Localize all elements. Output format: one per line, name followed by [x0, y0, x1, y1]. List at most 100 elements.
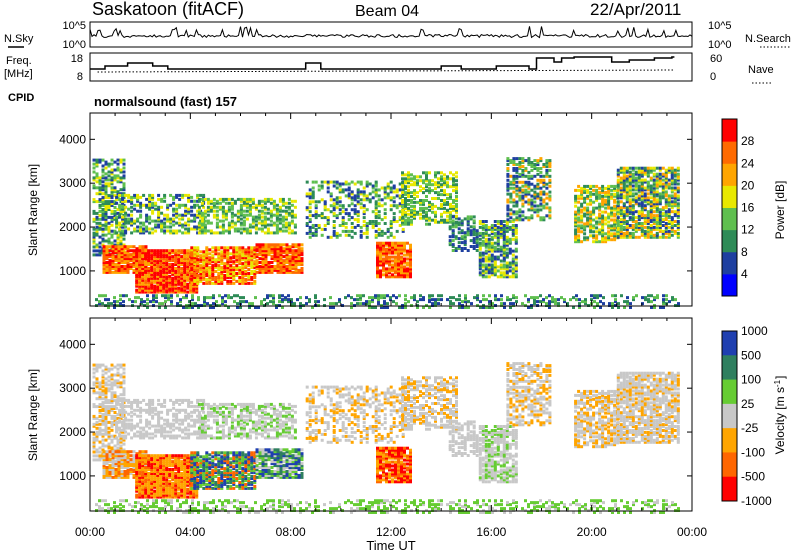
power-cell — [490, 241, 494, 245]
power-cell — [98, 227, 102, 231]
power-cell — [276, 270, 280, 274]
power-cell — [180, 259, 184, 263]
power-cell — [235, 252, 239, 256]
power-cell — [116, 192, 120, 196]
power-cell — [281, 229, 285, 233]
power-cell — [242, 300, 245, 304]
power-cell — [616, 168, 620, 172]
power-cell — [261, 265, 265, 268]
power-cell — [629, 302, 632, 306]
power-cell — [482, 306, 485, 309]
power-cell — [104, 178, 108, 182]
power-cell — [530, 202, 534, 206]
power-cell — [362, 224, 366, 227]
power-cell — [490, 249, 494, 253]
power-cell — [288, 255, 292, 259]
power-cell — [153, 257, 157, 261]
power-cell — [595, 216, 599, 220]
power-cell — [646, 184, 650, 188]
power-cell — [403, 265, 406, 269]
power-cell — [662, 306, 665, 309]
power-cell — [297, 257, 301, 261]
power-cell — [676, 233, 680, 237]
power-cell — [258, 257, 262, 261]
power-cell — [475, 239, 479, 243]
power-cell — [670, 216, 674, 220]
power-cell — [356, 224, 360, 227]
power-cell — [572, 306, 575, 309]
power-cell — [235, 248, 239, 252]
power-cell — [147, 290, 151, 294]
power-cell — [326, 220, 330, 223]
power-cell — [275, 225, 279, 229]
power-cell — [122, 188, 126, 192]
power-cell — [490, 227, 494, 231]
power-cell — [475, 235, 479, 239]
power-cell — [241, 268, 245, 272]
power-cell — [407, 218, 410, 222]
power-cell — [397, 245, 400, 249]
power-cell — [140, 302, 143, 306]
power-cell — [505, 251, 509, 255]
power-cell — [382, 273, 385, 277]
power-cell — [167, 296, 170, 300]
power-cell — [144, 280, 148, 284]
power-cell — [229, 272, 233, 275]
power-cell — [376, 263, 379, 267]
power-cell — [139, 201, 143, 205]
power-cell — [181, 215, 185, 219]
power-cell — [110, 209, 114, 213]
power-cell — [166, 203, 170, 207]
power-cell — [640, 212, 644, 216]
power-cell — [244, 277, 248, 281]
power-cell — [623, 300, 626, 304]
power-cell — [209, 205, 213, 209]
power-cell — [425, 185, 428, 189]
power-cell — [144, 251, 148, 255]
power-cell — [490, 237, 494, 241]
power-cell — [383, 192, 387, 196]
power-cell — [260, 223, 264, 227]
power-cell — [267, 245, 271, 249]
power-cell — [601, 196, 605, 200]
power-cell — [227, 197, 231, 201]
power-cell — [661, 208, 665, 212]
power-cell — [362, 190, 366, 194]
power-cell — [282, 247, 286, 251]
power-cell — [159, 286, 163, 290]
power-cell — [202, 281, 206, 285]
power-cell — [404, 193, 407, 197]
power-cell — [404, 306, 407, 309]
power-cell — [478, 225, 482, 229]
power-cell — [115, 223, 119, 227]
power-cell — [374, 188, 378, 192]
power-cell — [162, 251, 166, 255]
power-cell — [293, 199, 297, 203]
power-cell — [116, 194, 120, 198]
power-cell — [400, 257, 403, 261]
power-cell — [554, 300, 557, 304]
power-cell — [356, 218, 360, 222]
power-cell — [148, 205, 152, 209]
power-cell — [95, 225, 99, 229]
power-cell — [509, 196, 513, 200]
power-cell — [332, 231, 336, 235]
power-cell — [506, 178, 510, 182]
power-cell — [371, 220, 375, 223]
power-cell — [616, 227, 620, 231]
power-cell — [159, 249, 163, 253]
power-cell — [397, 259, 400, 263]
power-cell — [374, 202, 378, 206]
power-cell — [505, 273, 509, 277]
power-cell — [291, 263, 295, 266]
power-cell — [186, 282, 190, 286]
power-cell — [129, 257, 133, 261]
power-cell — [174, 290, 178, 294]
power-cell — [506, 159, 510, 163]
power-cell — [344, 212, 348, 216]
power-cell — [368, 300, 371, 304]
power-cell — [215, 213, 219, 217]
power-cell — [431, 206, 434, 210]
power-cell — [518, 216, 522, 220]
power-cell — [646, 196, 650, 200]
